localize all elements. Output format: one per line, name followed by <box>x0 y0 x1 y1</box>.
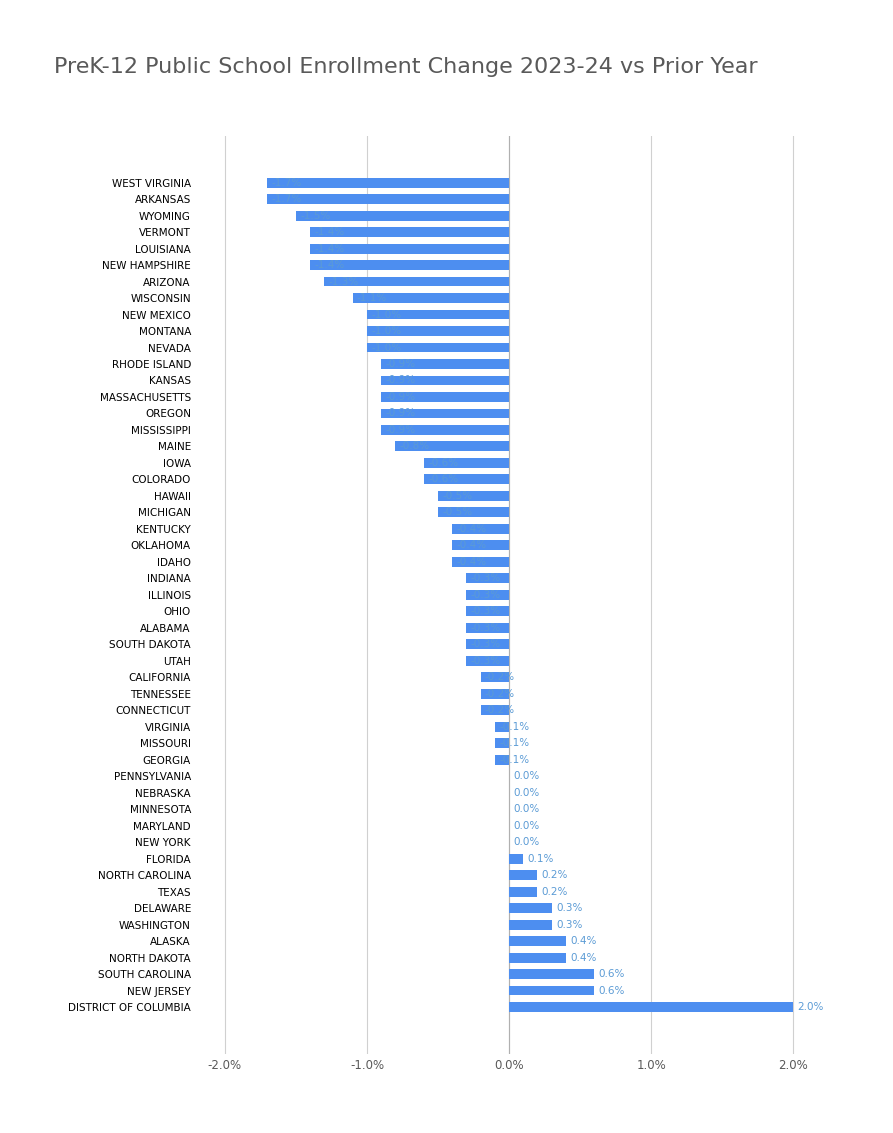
Bar <box>424 458 509 468</box>
Text: 2.0%: 2.0% <box>797 1002 823 1012</box>
Bar <box>495 739 509 748</box>
Bar <box>509 903 552 913</box>
Text: 0.4%: 0.4% <box>570 936 597 946</box>
Bar <box>452 523 509 534</box>
Text: -1.4%: -1.4% <box>314 244 345 254</box>
Text: -1.1%: -1.1% <box>357 293 388 303</box>
Bar <box>509 1002 793 1012</box>
Bar <box>296 211 509 221</box>
Text: -0.1%: -0.1% <box>499 755 530 765</box>
Bar <box>480 672 509 682</box>
Text: -0.4%: -0.4% <box>456 523 487 534</box>
Text: 0.0%: 0.0% <box>513 804 539 815</box>
Bar <box>381 375 509 385</box>
Bar <box>381 392 509 402</box>
Text: PreK-12 Public School Enrollment Change 2023-24 vs Prior Year: PreK-12 Public School Enrollment Change … <box>54 57 757 77</box>
Bar <box>466 606 509 616</box>
Bar <box>495 755 509 765</box>
Bar <box>310 244 509 254</box>
Text: -1.3%: -1.3% <box>329 276 359 287</box>
Bar <box>509 969 594 979</box>
Bar <box>509 853 523 863</box>
Text: -1.5%: -1.5% <box>300 211 330 221</box>
Bar <box>381 409 509 418</box>
Bar <box>509 986 594 996</box>
Bar <box>466 590 509 599</box>
Text: 0.4%: 0.4% <box>570 953 597 963</box>
Text: 0.2%: 0.2% <box>542 887 568 896</box>
Text: -0.9%: -0.9% <box>386 425 415 435</box>
Bar <box>509 936 566 946</box>
Text: -1.4%: -1.4% <box>314 227 345 237</box>
Bar <box>367 326 509 337</box>
Text: -0.3%: -0.3% <box>471 656 501 666</box>
Bar <box>438 508 509 518</box>
Bar <box>367 309 509 320</box>
Bar <box>466 623 509 632</box>
Text: -0.3%: -0.3% <box>471 606 501 616</box>
Text: 0.0%: 0.0% <box>513 820 539 830</box>
Bar <box>480 706 509 715</box>
Text: -1.7%: -1.7% <box>271 194 302 204</box>
Bar <box>495 722 509 732</box>
Text: 0.2%: 0.2% <box>542 870 568 880</box>
Bar <box>509 953 566 963</box>
Bar <box>438 491 509 501</box>
Bar <box>480 689 509 699</box>
Bar <box>466 656 509 666</box>
Text: -0.3%: -0.3% <box>471 639 501 649</box>
Text: -0.5%: -0.5% <box>442 508 472 518</box>
Text: -0.4%: -0.4% <box>456 540 487 551</box>
Bar <box>381 359 509 369</box>
Bar <box>353 293 509 303</box>
Text: 0.0%: 0.0% <box>513 772 539 781</box>
Bar <box>268 178 509 188</box>
Text: 0.0%: 0.0% <box>513 787 539 798</box>
Text: -1.0%: -1.0% <box>371 309 401 320</box>
Text: 0.0%: 0.0% <box>513 837 539 847</box>
Text: -0.2%: -0.2% <box>485 672 515 682</box>
Bar <box>310 227 509 237</box>
Text: -1.7%: -1.7% <box>271 178 302 188</box>
Bar <box>268 194 509 204</box>
Bar <box>324 276 509 287</box>
Text: -0.1%: -0.1% <box>499 722 530 732</box>
Text: -0.9%: -0.9% <box>386 392 415 402</box>
Text: -0.3%: -0.3% <box>471 623 501 633</box>
Text: -0.6%: -0.6% <box>428 475 458 485</box>
Bar <box>310 261 509 270</box>
Text: -0.6%: -0.6% <box>428 458 458 468</box>
Text: -0.3%: -0.3% <box>471 590 501 599</box>
Text: 0.3%: 0.3% <box>555 903 582 913</box>
Text: -0.1%: -0.1% <box>499 739 530 748</box>
Text: -0.9%: -0.9% <box>386 359 415 369</box>
Bar <box>509 920 552 929</box>
Text: -1.0%: -1.0% <box>371 326 401 337</box>
Text: -1.0%: -1.0% <box>371 342 401 352</box>
Text: -0.5%: -0.5% <box>442 491 472 501</box>
Bar <box>452 540 509 551</box>
Bar <box>396 442 509 451</box>
Text: -0.2%: -0.2% <box>485 689 515 699</box>
Text: -0.2%: -0.2% <box>485 705 515 715</box>
Bar <box>452 557 509 566</box>
Text: -0.8%: -0.8% <box>400 442 430 451</box>
Text: 0.1%: 0.1% <box>528 853 554 863</box>
Bar <box>381 425 509 435</box>
Text: -0.4%: -0.4% <box>456 556 487 566</box>
Text: -0.9%: -0.9% <box>386 375 415 385</box>
Bar <box>509 870 538 880</box>
Text: -0.9%: -0.9% <box>386 409 415 418</box>
Bar <box>466 573 509 583</box>
Text: -0.3%: -0.3% <box>471 573 501 583</box>
Bar <box>367 342 509 352</box>
Text: -1.4%: -1.4% <box>314 261 345 270</box>
Text: 0.6%: 0.6% <box>598 969 625 979</box>
Text: 0.3%: 0.3% <box>555 920 582 929</box>
Bar <box>466 639 509 649</box>
Bar <box>509 887 538 896</box>
Bar <box>424 475 509 484</box>
Text: 0.6%: 0.6% <box>598 986 625 996</box>
